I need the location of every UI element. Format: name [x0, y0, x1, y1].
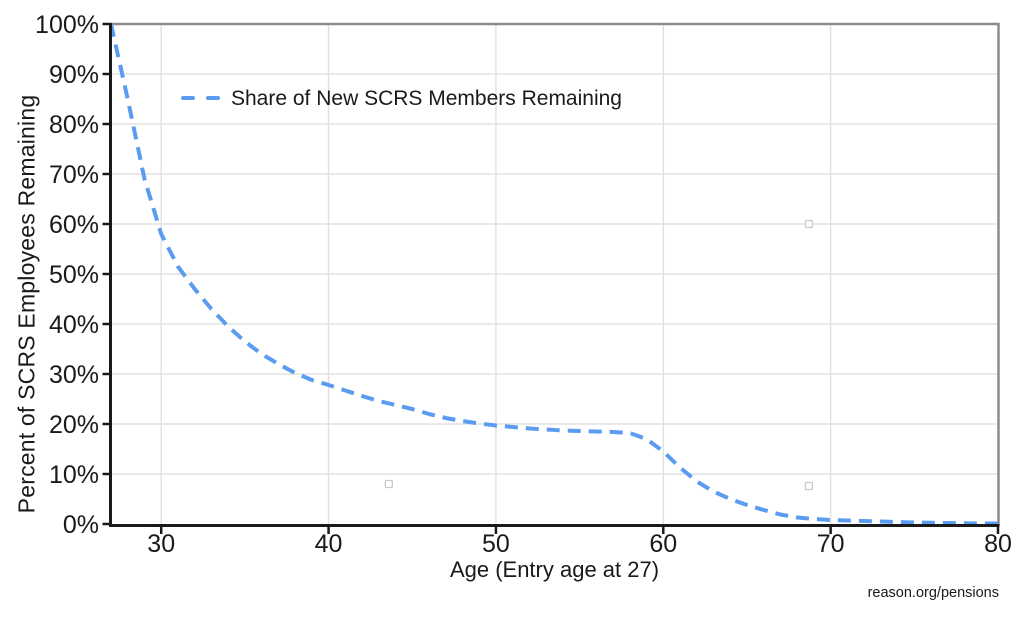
- y-tick-label: 50%: [49, 261, 99, 289]
- y-tick-label: 90%: [49, 61, 99, 89]
- stray-marker: [804, 481, 814, 491]
- series-line: [109, 23, 998, 526]
- x-tick-label: 70: [817, 530, 845, 558]
- y-tick-label: 70%: [49, 161, 99, 189]
- y-tick-label: 10%: [49, 461, 99, 489]
- y-tick-label: 40%: [49, 311, 99, 339]
- plot-border: [110, 22, 1000, 525]
- x-tick-label: 80: [984, 530, 1012, 558]
- y-tick-label: 80%: [49, 111, 99, 139]
- y-axis-title: Percent of SCRS Employees Remaining: [13, 94, 40, 514]
- y-tick-label: 60%: [49, 211, 99, 239]
- y-tick-label: 30%: [49, 361, 99, 389]
- legend-label: Share of New SCRS Members Remaining: [231, 86, 622, 110]
- legend: Share of New SCRS Members Remaining: [181, 86, 622, 110]
- y-tick-label: 20%: [49, 411, 99, 439]
- stray-marker: [384, 479, 393, 489]
- source-attribution: reason.org/pensions: [867, 585, 999, 601]
- x-tick-label: 40: [315, 530, 343, 558]
- legend-dash-icon: [206, 95, 220, 101]
- y-tick-label: 100%: [35, 11, 99, 39]
- x-axis-title: Age (Entry age at 27): [449, 557, 660, 582]
- x-tick-label: 50: [482, 530, 510, 558]
- stray-marker: [804, 219, 814, 229]
- y-tick-label: 0%: [63, 511, 99, 539]
- x-tick-label: 30: [147, 530, 175, 558]
- x-tick-label: 60: [649, 530, 677, 558]
- legend-dash-icon: [181, 95, 195, 101]
